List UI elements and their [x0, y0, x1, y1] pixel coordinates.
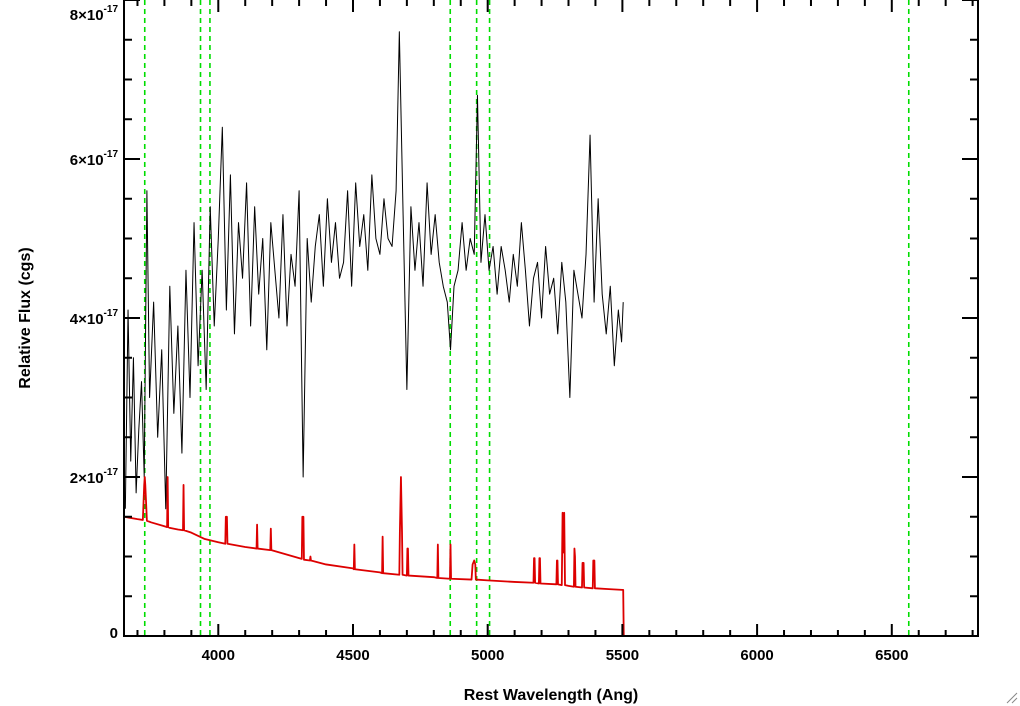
series-model-fit — [124, 476, 978, 636]
series-layer — [124, 31, 978, 636]
x-tick-label: 4000 — [202, 647, 235, 664]
y-tick-label: 2×10-17 — [70, 467, 119, 487]
y-axis-title: Relative Flux (cgs) — [17, 247, 34, 388]
y-tick-label: 0 — [110, 625, 118, 642]
y-tick-label: 4×10-17 — [70, 308, 119, 328]
y-axis-ticks: 0 2×10-17 4×10-17 6×10-17 8×10-17 — [70, 0, 978, 642]
y-tick-label: 8×10-17 — [70, 4, 119, 24]
x-axis-title: Rest Wavelength (Ang) — [464, 687, 639, 704]
x-tick-label: 6500 — [875, 647, 908, 664]
x-tick-label: 6000 — [740, 647, 773, 664]
x-axis-ticks: 4000 4500 5000 5500 6000 6500 — [136, 0, 974, 664]
y-tick-label: 6×10-17 — [70, 149, 119, 169]
plot-frame — [123, 0, 979, 637]
series-observed-spectrum — [124, 31, 624, 510]
x-tick-label: 5500 — [606, 647, 639, 664]
x-tick-label: 5000 — [471, 647, 504, 664]
resize-grip-icon[interactable] — [1004, 690, 1018, 704]
emission-line-markers — [143, 0, 910, 636]
x-tick-label: 4500 — [336, 647, 369, 664]
